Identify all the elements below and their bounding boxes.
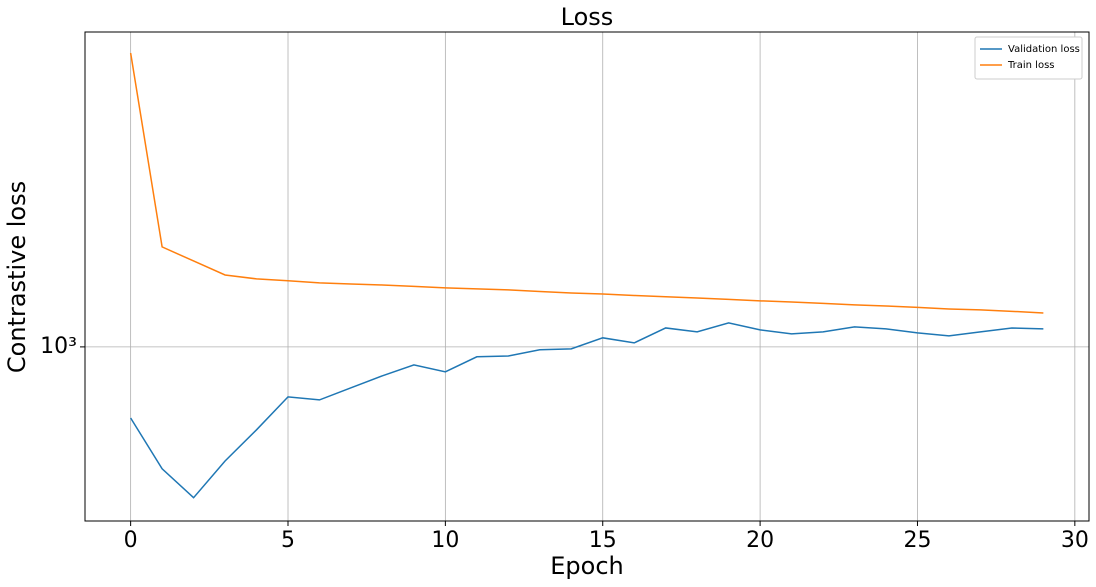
y-tick-label: 10³ — [40, 334, 77, 359]
x-tick-label: 15 — [589, 528, 617, 553]
legend-label: Train loss — [1007, 60, 1055, 71]
legend-label: Validation loss — [1008, 44, 1080, 55]
x-axis-label: Epoch — [550, 552, 624, 580]
x-tick-label: 10 — [431, 528, 459, 553]
y-axis-label: Contrastive loss — [3, 181, 31, 373]
line-series — [129, 52, 1044, 314]
x-tick-label: 30 — [1061, 528, 1089, 553]
x-tick-label: 25 — [903, 528, 931, 553]
x-tick-label: 20 — [746, 528, 774, 553]
plot-frame — [84, 31, 1090, 522]
chart-title: Loss — [561, 3, 614, 31]
x-tick-label: 0 — [124, 528, 138, 553]
legend-box — [974, 36, 1083, 80]
line-series — [130, 322, 1044, 499]
x-tick-label: 5 — [281, 528, 295, 553]
